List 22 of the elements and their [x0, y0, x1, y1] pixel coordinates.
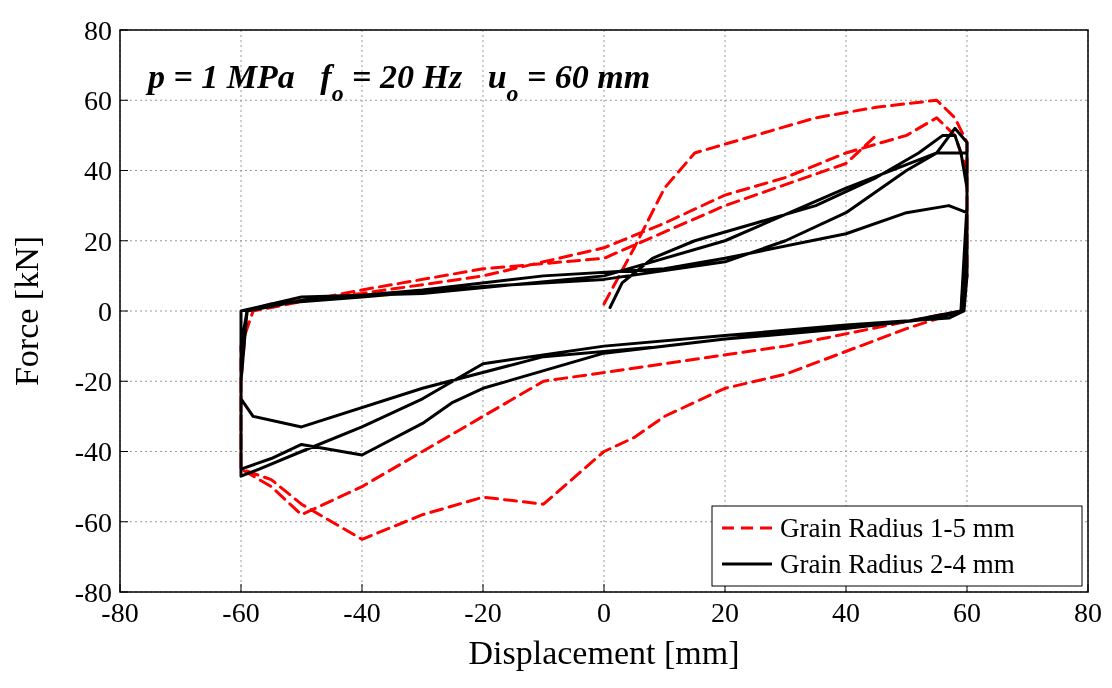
x-tick-label: 80 [1074, 597, 1102, 628]
text: p = 1 MPa f$_{o}$ = 20 Hz u$_{o}$ = 60 mm [145, 58, 651, 106]
x-axis-title: Displacement [mm] [468, 634, 740, 671]
y-tick-label: -60 [74, 506, 112, 538]
y-tick-label: 40 [84, 155, 112, 187]
y-tick-label: 20 [84, 225, 112, 257]
y-axis-title: Force [kN] [8, 235, 45, 387]
x-tick-label: 60 [953, 597, 981, 628]
legend-label: Grain Radius 2-4 mm [780, 549, 1015, 580]
legend-label: Grain Radius 1-5 mm [780, 513, 1015, 544]
x-tick-label: -60 [222, 597, 260, 628]
x-tick-label: 0 [597, 597, 611, 628]
x-tick-label: 40 [832, 597, 860, 628]
y-tick-label: 80 [84, 14, 112, 46]
line-series [239, 126, 969, 478]
y-tick-label: -20 [74, 366, 112, 398]
x-tick-label: -40 [343, 597, 381, 628]
y-tick-label: 60 [84, 85, 112, 117]
x-tick-label: -20 [464, 597, 502, 628]
y-tick-label: 0 [98, 295, 112, 327]
x-tick-label: 20 [711, 597, 739, 628]
y-tick-label: -40 [74, 436, 112, 468]
